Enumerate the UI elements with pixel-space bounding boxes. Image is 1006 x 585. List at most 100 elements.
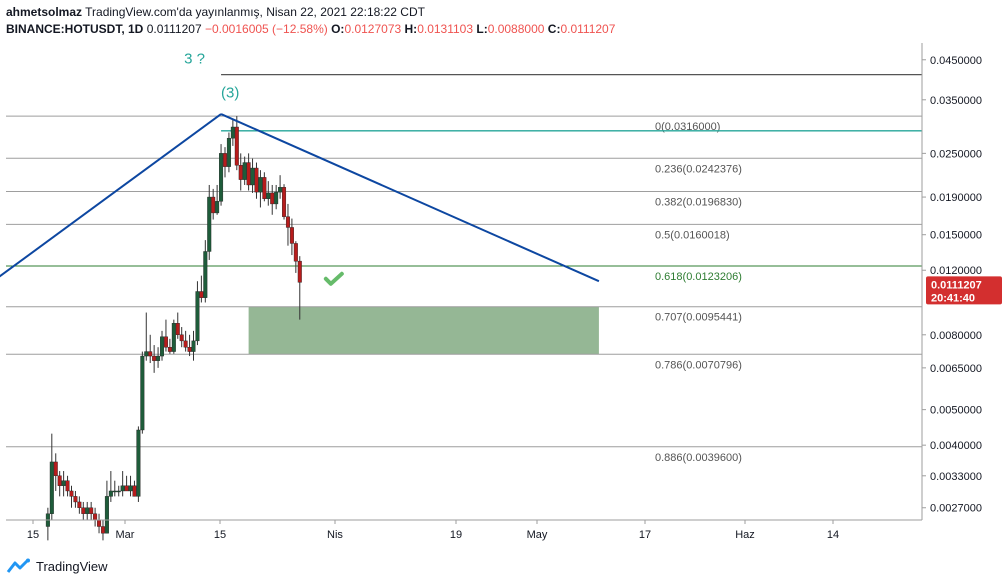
candle-body bbox=[211, 196, 216, 214]
candle-body bbox=[297, 260, 302, 283]
candle-body bbox=[242, 162, 247, 180]
target-zone bbox=[248, 306, 599, 355]
y-tick-label: 0.0033000 bbox=[930, 471, 982, 483]
x-tick-label: 17 bbox=[639, 529, 651, 541]
y-tick-label: 0.0450000 bbox=[930, 55, 982, 67]
fib-level-label: 0.382(0.0196830) bbox=[655, 196, 742, 208]
candle-body bbox=[246, 162, 251, 186]
high-value: 0.0131103 bbox=[417, 22, 474, 36]
trendline bbox=[220, 113, 600, 283]
candle-body bbox=[148, 351, 153, 357]
y-tick-label: 0.0027000 bbox=[930, 503, 982, 515]
wave-label: 3 ? bbox=[184, 50, 205, 67]
author-name: ahmetsolmaz bbox=[6, 5, 83, 19]
y-tick-label: 0.0250000 bbox=[930, 148, 982, 160]
candle-body bbox=[230, 126, 235, 139]
candle-body bbox=[203, 251, 208, 298]
candle-body bbox=[293, 243, 298, 262]
candle-body bbox=[104, 496, 109, 534]
candle-body bbox=[120, 485, 125, 492]
candle-body bbox=[270, 192, 275, 205]
candle-body bbox=[163, 336, 168, 348]
candle-body bbox=[282, 187, 287, 217]
candle-body bbox=[199, 291, 204, 298]
candle-body bbox=[171, 323, 176, 352]
y-tick-label: 0.0150000 bbox=[930, 230, 982, 242]
candle-body bbox=[195, 291, 200, 342]
y-tick-label: 0.0050000 bbox=[930, 405, 982, 417]
candle-body bbox=[93, 513, 98, 521]
candle-body bbox=[167, 347, 172, 352]
x-tick-label: 15 bbox=[214, 529, 226, 541]
fib-level-label: 0.618(0.0123206) bbox=[655, 271, 742, 283]
publish-info: TradingView.com'da yayınlanmış, Nisan 22… bbox=[85, 5, 425, 19]
candle-body bbox=[266, 192, 271, 199]
candle-body bbox=[175, 323, 180, 335]
candle-body bbox=[152, 355, 157, 361]
candle-body bbox=[89, 507, 94, 514]
candle-body bbox=[97, 519, 102, 527]
candle-body bbox=[136, 429, 141, 497]
candle-body bbox=[116, 490, 121, 493]
candle-body bbox=[289, 227, 294, 244]
candle-body bbox=[254, 167, 259, 193]
x-tick-label: 15 bbox=[27, 529, 39, 541]
fib-level-label: 0.236(0.0242376) bbox=[655, 163, 742, 175]
candle-body bbox=[179, 334, 184, 342]
candle-body bbox=[278, 187, 283, 193]
chart-header-ohlc: BINANCE:HOTUSDT, 1D 0.0111207 −0.0016005… bbox=[6, 22, 615, 36]
open-label: O: bbox=[331, 22, 345, 36]
candle-body bbox=[238, 165, 243, 180]
candle-body bbox=[100, 526, 105, 534]
candle-body bbox=[219, 153, 224, 202]
last-price: 0.0111207 bbox=[146, 22, 202, 36]
checkmark-icon bbox=[323, 271, 344, 286]
candle-body bbox=[226, 137, 231, 167]
y-tick-label: 0.0040000 bbox=[930, 440, 982, 452]
price-chart[interactable]: 0(0.0316000) 0.236(0.0242376) 0.382(0.0196… bbox=[0, 0, 1006, 550]
tradingview-logo-icon bbox=[6, 558, 30, 573]
low-label: L: bbox=[476, 22, 488, 36]
fib-level-label: 0.707(0.0095441) bbox=[655, 312, 742, 324]
x-tick-label: Mar bbox=[116, 529, 135, 541]
candle-body bbox=[258, 177, 263, 193]
candle-body bbox=[160, 336, 165, 357]
candle-body bbox=[132, 485, 137, 497]
close-label: C: bbox=[547, 22, 561, 36]
wave-label: (3) bbox=[221, 85, 239, 102]
candle-body bbox=[77, 501, 82, 508]
candle-body bbox=[124, 485, 129, 492]
candle-body bbox=[81, 507, 86, 514]
candle-body bbox=[53, 461, 58, 476]
fib-level-label: 0.786(0.0070796) bbox=[655, 359, 742, 371]
candle-body bbox=[262, 177, 267, 199]
x-tick-label: Nis bbox=[327, 529, 343, 541]
candle-body bbox=[73, 496, 78, 503]
fib-level-label: 0(0.0316000) bbox=[655, 121, 720, 133]
x-tick-label: May bbox=[527, 529, 548, 541]
candle-body bbox=[85, 507, 90, 514]
y-tick-label: 0.0120000 bbox=[930, 265, 982, 277]
y-tick-label: 0.0065000 bbox=[930, 363, 982, 375]
candle-body bbox=[250, 167, 255, 186]
candle-body bbox=[65, 480, 70, 492]
fib-level-label: 0.5(0.0160018) bbox=[655, 229, 730, 241]
close-value: 0.0111207 bbox=[560, 22, 616, 36]
y-tick-label: 0.0350000 bbox=[930, 95, 982, 107]
candle-body bbox=[222, 153, 227, 167]
candle-body bbox=[61, 480, 66, 486]
countdown-label: 20:41:40 bbox=[931, 292, 975, 304]
footer: TradingView bbox=[6, 558, 108, 574]
chart-header-publish: ahmetsolmaz TradingView.com'da yayınlanm… bbox=[6, 5, 425, 19]
symbol-label: BINANCE:HOTUSDT, 1D bbox=[6, 22, 144, 36]
candle-body bbox=[215, 201, 220, 214]
brand-name: TradingView bbox=[36, 558, 108, 574]
current-price-badge bbox=[926, 276, 1002, 305]
x-tick-label: 14 bbox=[827, 529, 839, 541]
x-tick-label: 19 bbox=[450, 529, 462, 541]
candle-body bbox=[140, 355, 145, 431]
y-tick-label: 0.0190000 bbox=[930, 192, 982, 204]
candle-body bbox=[128, 485, 133, 492]
candle-body bbox=[112, 490, 117, 493]
candle-body bbox=[144, 351, 149, 357]
